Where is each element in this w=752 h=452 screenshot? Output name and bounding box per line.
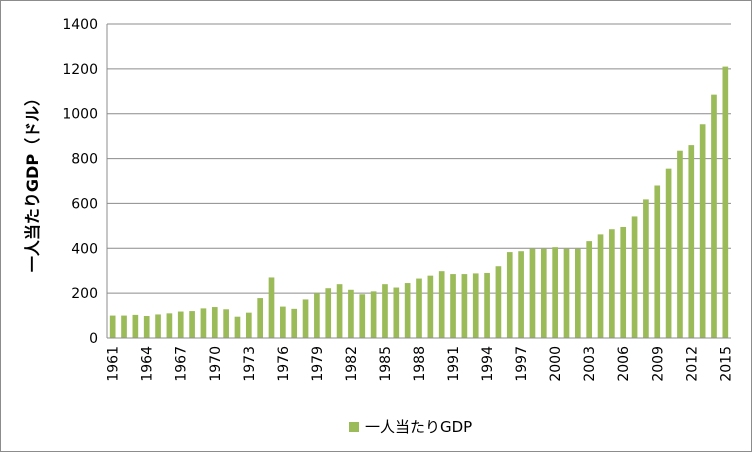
legend-swatch [349, 421, 359, 432]
x-tick-label: 1961 [106, 346, 122, 382]
x-tick-label: 2006 [616, 346, 632, 382]
bar-1987 [404, 283, 411, 338]
bar-1973 [245, 312, 252, 338]
x-tick-labels: 1961 1964 1967 1970 1973 1976 1979 1982 1985 1988… [106, 346, 735, 382]
y-tick-label: 1200 [62, 62, 98, 78]
bar-1964 [143, 316, 150, 338]
bar-1980 [325, 288, 332, 338]
bar-1965 [155, 314, 161, 338]
bar-1998 [529, 248, 536, 338]
bar-2003 [586, 241, 593, 338]
x-tick-label: 1964 [140, 346, 156, 382]
y-tick-label: 1000 [62, 107, 98, 123]
y-tick-label: 1400 [62, 17, 98, 33]
x-tick-label: 1970 [208, 346, 224, 382]
bar-2008 [643, 199, 649, 338]
bar-1993 [472, 273, 479, 338]
bar-1977 [291, 308, 298, 338]
x-tick-label: 1976 [276, 346, 292, 382]
bar-1968 [189, 311, 195, 338]
y-tick-label: 0 [89, 331, 98, 347]
bar-2007 [631, 216, 638, 338]
legend-label: 一人当たりGDP [365, 418, 473, 436]
x-tick-label: 1988 [412, 346, 428, 382]
bar-2015 [722, 66, 729, 338]
bar-2004 [597, 234, 604, 338]
x-tick-label: 2009 [650, 346, 666, 382]
y-tick-label: 200 [71, 286, 98, 302]
bar-1976 [280, 306, 286, 338]
y-axis-label: 一人当たりGDP（ドル） [23, 90, 42, 272]
bar-1989 [427, 275, 434, 338]
x-tick-label: 2012 [684, 346, 700, 382]
bar-1996 [506, 252, 513, 338]
x-tick-label: 2003 [582, 346, 598, 382]
x-tick-label: 2015 [718, 346, 734, 382]
bar-2000 [552, 247, 558, 338]
bar-1983 [359, 294, 366, 338]
x-tick-label: 1997 [514, 346, 530, 382]
bar-2010 [665, 168, 672, 338]
bar-1962 [121, 315, 127, 338]
bar-1990 [438, 271, 445, 338]
bar-1984 [370, 291, 377, 338]
bar-1967 [177, 311, 184, 338]
bar-1997 [518, 251, 524, 338]
bar-1995 [495, 266, 502, 338]
bar-1994 [484, 272, 490, 338]
bar-1966 [166, 313, 173, 338]
bar-1971 [223, 309, 229, 338]
x-tick-label: 1979 [310, 346, 326, 382]
x-tick-label: 1991 [446, 346, 462, 382]
bar-2011 [677, 150, 683, 338]
x-tick-label: 1985 [378, 346, 394, 382]
bar-2006 [620, 226, 627, 338]
bar-1981 [336, 284, 343, 338]
y-tick-label: 400 [71, 241, 98, 257]
x-tick-label: 1973 [242, 346, 258, 382]
bar-1963 [132, 314, 139, 338]
bar-2013 [699, 124, 706, 339]
x-tick-label: 1967 [174, 346, 190, 382]
bar-2005 [609, 229, 615, 338]
bar-1992 [461, 274, 468, 338]
x-tick-label: 1982 [344, 346, 360, 382]
bar-1982 [348, 289, 354, 338]
bar-1972 [234, 316, 241, 338]
bar-series [109, 66, 729, 339]
bar-1978 [302, 299, 309, 338]
x-tick-label: 2000 [548, 346, 564, 382]
bar-1988 [416, 278, 422, 338]
gridlines [107, 23, 731, 294]
bar-1975 [268, 277, 275, 338]
bar-1986 [393, 287, 400, 338]
bar-1974 [257, 298, 263, 338]
bar-1969 [200, 308, 207, 338]
bar-2001 [563, 248, 570, 338]
bar-1979 [314, 293, 320, 338]
bar-2009 [654, 185, 661, 338]
bar-1985 [382, 284, 388, 338]
y-tick-labels: 0 200 400 600 800 1000 1200 1400 [62, 17, 98, 347]
x-tick-label: 1994 [480, 346, 496, 382]
bar-2002 [575, 248, 581, 338]
bar-1961 [109, 315, 116, 338]
bar-2014 [711, 94, 717, 339]
y-tick-label: 800 [71, 152, 98, 168]
bar-1991 [450, 274, 456, 338]
bar-2012 [688, 145, 695, 338]
legend: 一人当たりGDP [349, 416, 472, 437]
y-tick-label: 600 [71, 196, 98, 212]
bar-1970 [211, 307, 218, 338]
bar-1999 [540, 248, 547, 338]
